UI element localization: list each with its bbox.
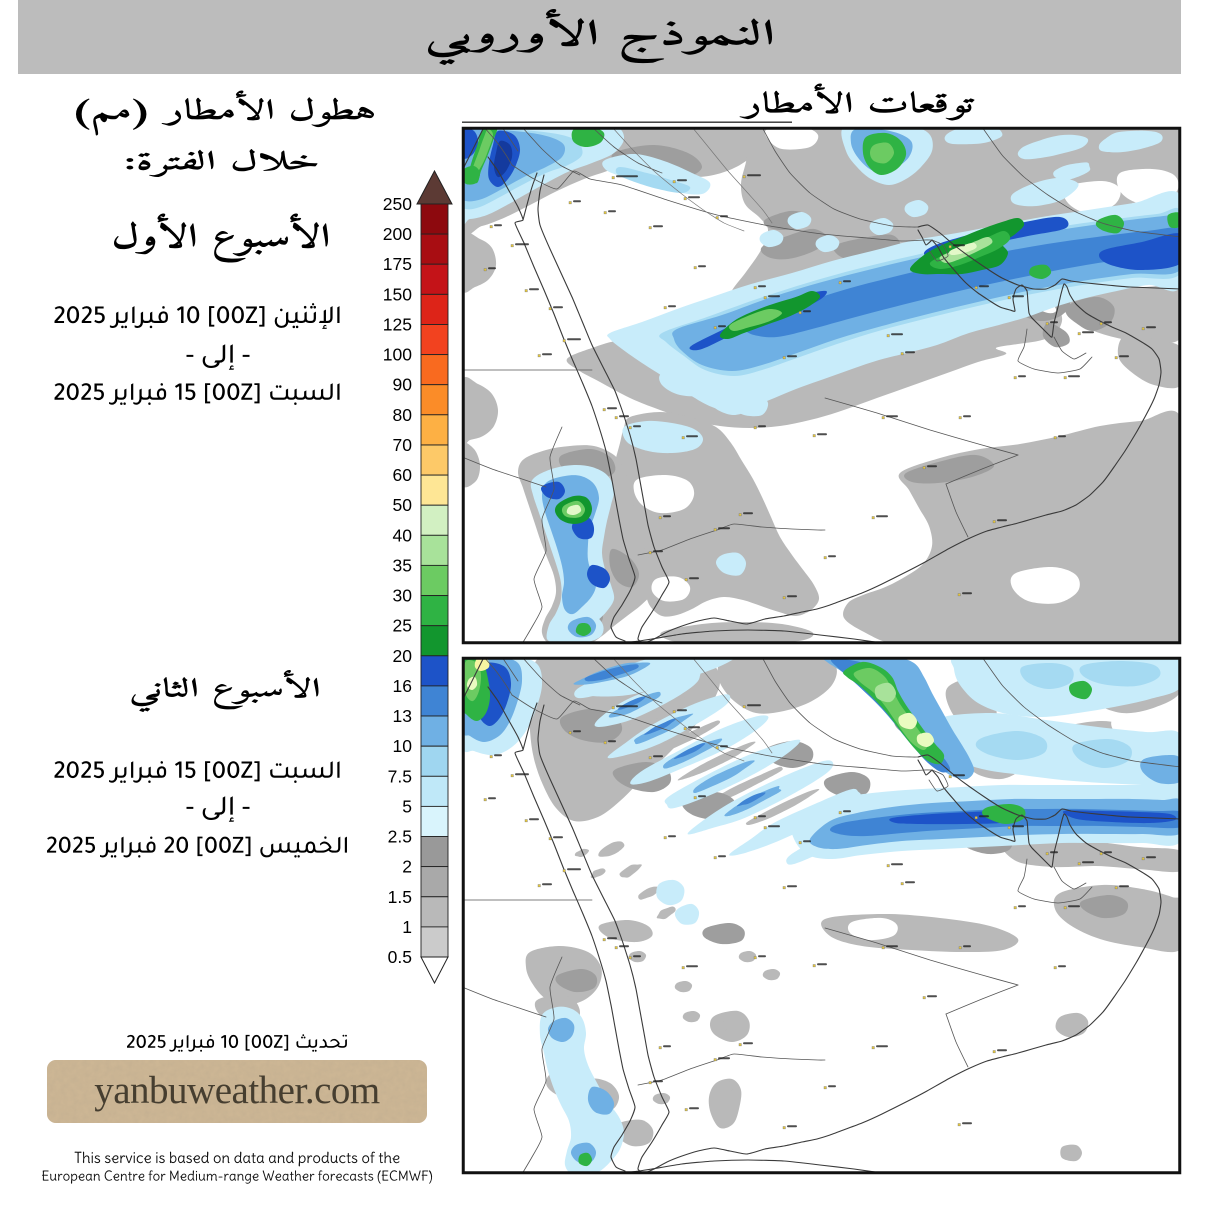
- svg-text:yanbuweather.com: yanbuweather.com: [94, 1069, 380, 1112]
- svg-text:125: 125: [383, 315, 412, 335]
- svg-text:2.5: 2.5: [388, 827, 412, 847]
- svg-text:150: 150: [383, 284, 412, 304]
- svg-text:80: 80: [393, 405, 413, 425]
- svg-text:175: 175: [383, 254, 412, 274]
- svg-text:1.5: 1.5: [388, 887, 412, 907]
- svg-text:10: 10: [393, 736, 413, 756]
- svg-text:90: 90: [393, 375, 413, 395]
- svg-text:60: 60: [393, 465, 413, 485]
- svg-text:25: 25: [393, 616, 412, 636]
- svg-text:50: 50: [393, 495, 413, 515]
- svg-text:30: 30: [393, 586, 413, 606]
- svg-text:16: 16: [393, 676, 412, 696]
- svg-text:13: 13: [393, 706, 412, 726]
- svg-text:35: 35: [393, 555, 412, 575]
- svg-text:100: 100: [383, 345, 412, 365]
- svg-text:250: 250: [383, 194, 412, 214]
- svg-text:20: 20: [393, 646, 413, 666]
- svg-text:2: 2: [402, 857, 412, 877]
- svg-text:70: 70: [393, 435, 413, 455]
- svg-text:1: 1: [402, 917, 412, 937]
- svg-text:0.5: 0.5: [388, 947, 412, 967]
- svg-text:40: 40: [393, 525, 413, 545]
- svg-text:7.5: 7.5: [388, 766, 412, 786]
- svg-text:5: 5: [402, 796, 412, 816]
- svg-text:200: 200: [383, 224, 412, 244]
